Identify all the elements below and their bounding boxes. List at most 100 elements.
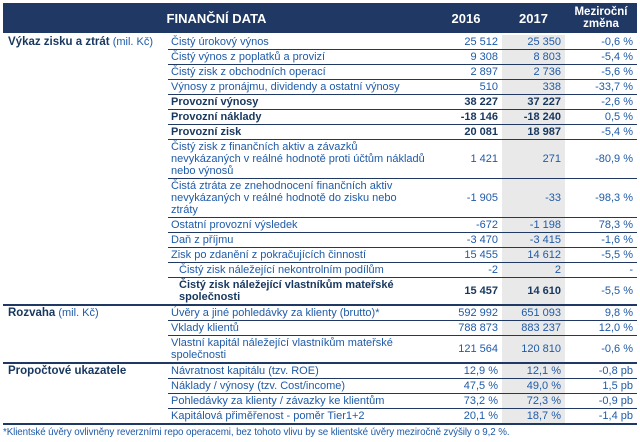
row-label: Provozní výnosy (168, 94, 430, 110)
col-header-2016: 2016 (451, 10, 481, 26)
row-label: Daň z příjmu (168, 232, 430, 248)
section-category-name: Rozvaha (8, 307, 56, 319)
table-row: Provozní zisk 20 081 18 987 -5,4 % (3, 124, 637, 140)
row-label: Čistá ztráta ze znehodnocení finančních … (168, 178, 430, 218)
value-2016: 25 512 (464, 36, 498, 48)
row-label: Návratnost kapitálu (tzv. ROE) (168, 362, 430, 379)
value-change: -1,6 % (565, 232, 637, 248)
table-row: Čistý zisk náležející nekontrolním podíl… (3, 262, 637, 278)
table-row: Kapitálová přiměřenost - poměr Tier1+2 20… (3, 408, 637, 424)
section-category: Propočtové ukazatele (3, 362, 168, 424)
value-2016: -672 (430, 217, 502, 233)
row-label: Čistý výnos z poplatků a provizí (168, 49, 430, 65)
value-2017: -1 198 (502, 217, 565, 233)
row-label: Čistý zisk náležející vlastníkům mateřsk… (168, 277, 430, 305)
value-2017: 338 (502, 79, 565, 95)
table-header: FINANČNÍ DATA 2016 2017 Meziroční změna (3, 3, 637, 33)
value-change: -5,6 % (565, 64, 637, 80)
value-2017: 14 612 (502, 247, 565, 263)
table-row: Zisk po zdanění z pokračujících činností… (3, 247, 637, 263)
value-2017: 8 803 (502, 49, 565, 65)
value-change: -0,6 % (565, 335, 637, 363)
row-label: Úvěry a jiné pohledávky za klienty (brut… (168, 304, 430, 321)
row-label: Čistý zisk z obchodních operací (168, 64, 430, 80)
value-2016: 20,1 % (430, 408, 502, 424)
value-2016: -1 905 (430, 178, 502, 218)
value-2017: 72,3 % (502, 393, 565, 409)
value-2017: 18 987 (502, 124, 565, 140)
financial-table-body: Výkaz zisku a ztrát (mil. Kč) Čistý úroko… (3, 35, 637, 424)
value-2016: 2 897 (430, 64, 502, 80)
value-2016: 9 308 (430, 49, 502, 65)
value-2016: -18 146 (430, 109, 502, 125)
value-2017: -18 240 (502, 109, 565, 125)
value-2016: -2 (430, 262, 502, 278)
value-change: 9,8 % (565, 304, 637, 321)
table-row: Čistý výnos z poplatků a provizí 9 308 8 8… (3, 49, 637, 65)
table-row: Čistý zisk náležející vlastníkům mateřsk… (3, 277, 637, 305)
value-2016: 73,2 % (430, 393, 502, 409)
col-header-change: Meziroční změna (574, 6, 628, 30)
value-2016: 15 457 (430, 277, 502, 305)
table-row: Výkaz zisku a ztrát (mil. Kč) Čistý úroko… (3, 35, 637, 50)
value-2016: 510 (430, 79, 502, 95)
financial-table: Výkaz zisku a ztrát (mil. Kč) Čistý úroko… (3, 35, 637, 425)
value-2017: 18,7 % (502, 408, 565, 424)
table-row: Čistý zisk z obchodních operací 2 897 2 73… (3, 64, 637, 80)
value-change: -33,7 % (565, 79, 637, 95)
value-2017: 2 736 (502, 64, 565, 80)
value-2017: 651 093 (502, 304, 565, 321)
col-header-2017: 2017 (519, 10, 548, 26)
value-change: -0,6 % (601, 36, 633, 48)
value-2016: 12,9 % (430, 362, 502, 379)
value-2017: 271 (502, 139, 565, 179)
value-2017: 120 810 (502, 335, 565, 363)
value-change: -1,4 pb (565, 408, 637, 424)
value-change: -98,3 % (565, 178, 637, 218)
value-2016: 788 873 (430, 320, 502, 336)
value-2016: 121 564 (430, 335, 502, 363)
value-2016: 38 227 (430, 94, 502, 110)
row-label: Zisk po zdanění z pokračujících činností (168, 247, 430, 263)
row-label: Náklady / výnosy (tzv. Cost/income) (168, 378, 430, 394)
value-2016: 47,5 % (430, 378, 502, 394)
value-change: -80,9 % (565, 139, 637, 179)
value-change: 0,5 % (565, 109, 637, 125)
row-label: Kapitálová přiměřenost - poměr Tier1+2 (168, 408, 430, 424)
value-change: -5,4 % (565, 124, 637, 140)
value-2017: 883 237 (502, 320, 565, 336)
table-row: Náklady / výnosy (tzv. Cost/income) 47,5 … (3, 378, 637, 394)
row-label: Čistý zisk náležející nekontrolním podíl… (168, 262, 430, 278)
value-2017: -33 (502, 178, 565, 218)
value-2016: -3 470 (430, 232, 502, 248)
table-row: Provozní náklady -18 146 -18 240 0,5 % (3, 109, 637, 125)
value-change: -5,5 % (565, 277, 637, 305)
table-row: Daň z příjmu -3 470 -3 415 -1,6 % (3, 232, 637, 248)
section-category: Rozvaha (mil. Kč) (3, 304, 168, 363)
row-label: Čistý úrokový výnos (171, 36, 269, 48)
value-change: -5,5 % (565, 247, 637, 263)
value-change: - (565, 262, 637, 278)
row-label: Ostatní provozní výsledek (168, 217, 430, 233)
value-2017: 14 610 (502, 277, 565, 305)
section-category: Výkaz zisku a ztrát (mil. Kč) (3, 35, 168, 305)
value-change: 12,0 % (565, 320, 637, 336)
table-row: Ostatní provozní výsledek -672 -1 198 78,3 … (3, 217, 637, 233)
value-2017: -3 415 (502, 232, 565, 248)
table-row: Vklady klientů 788 873 883 237 12,0 % (3, 320, 637, 336)
table-row: Výnosy z pronájmu, dividendy a ostatní v… (3, 79, 637, 95)
row-label: Provozní zisk (168, 124, 430, 140)
value-change: -5,4 % (565, 49, 637, 65)
table-row: Rozvaha (mil. Kč) Úvěry a jiné pohledávky… (3, 304, 637, 363)
row-label: Vklady klientů (168, 320, 430, 336)
value-change: -0,9 pb (565, 393, 637, 409)
value-2017: 25 350 (502, 35, 565, 50)
row-label: Pohledávky za klienty / závazky ke klien… (168, 393, 430, 409)
section-category-name: Výkaz zisku a ztrát (8, 36, 110, 48)
value-2016: 20 081 (430, 124, 502, 140)
value-2016: 1 421 (430, 139, 502, 179)
table-row: Čistá ztráta ze znehodnocení finančních … (3, 178, 637, 218)
table-row: Provozní výnosy 38 227 37 227 -2,6 % (3, 94, 637, 110)
row-label: Vlastní kapitál náležející vlastníkům ma… (168, 335, 430, 363)
